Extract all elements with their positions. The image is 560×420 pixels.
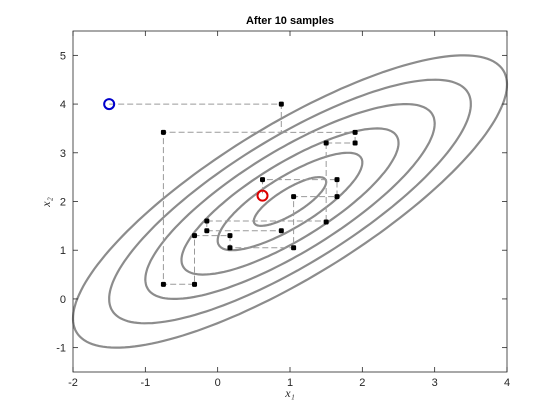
sample-point-19 xyxy=(352,129,358,135)
sample-point-3 xyxy=(160,281,166,287)
contour-ellipse-3 xyxy=(180,127,400,276)
y-tick-label-2: 1 xyxy=(60,245,66,257)
sample-point-6 xyxy=(204,218,210,224)
chart-title: After 10 samples xyxy=(246,15,334,27)
x-tick-label-2: 0 xyxy=(215,377,221,389)
sample-point-4 xyxy=(192,281,198,287)
y-tick-label-1: 0 xyxy=(60,294,66,306)
x-axis-label: x₁ xyxy=(284,386,295,400)
sample-point-12 xyxy=(291,194,297,200)
y-tick-label-0: -1 xyxy=(56,343,66,355)
points-layer xyxy=(103,98,358,287)
sample-point-13 xyxy=(334,194,340,200)
sample-point-5 xyxy=(192,233,198,239)
contour-ellipse-5 xyxy=(108,78,472,325)
x-tick-label-1: -1 xyxy=(140,377,150,389)
y-tick-label-6: 5 xyxy=(60,50,66,62)
contour-ellipse-1 xyxy=(252,175,328,228)
start-point-marker xyxy=(103,98,116,111)
tick-labels-layer: -2 -1 0 1 2 3 4 -1 0 1 2 3 4 5 xyxy=(56,50,510,389)
sample-point-17 xyxy=(323,140,329,146)
sample-point-7 xyxy=(204,228,210,234)
sample-point-15 xyxy=(260,177,266,183)
y-tick-label-3: 2 xyxy=(60,197,66,209)
sample-point-1 xyxy=(278,101,284,107)
sample-point-14 xyxy=(334,177,340,183)
sample-point-11 xyxy=(291,245,297,251)
y-axis-label: x₂ xyxy=(39,197,53,208)
contour-ellipse-4 xyxy=(144,102,436,300)
contours-layer xyxy=(71,54,509,349)
sample-point-16 xyxy=(323,219,329,225)
contour-ellipse-6 xyxy=(71,54,509,349)
contour-ellipse-2 xyxy=(216,151,364,252)
sample-point-9 xyxy=(227,233,233,239)
sample-point-2 xyxy=(160,129,166,135)
y-tick-label-4: 3 xyxy=(60,148,66,160)
mean-point-marker xyxy=(256,189,269,202)
sample-point-8 xyxy=(278,228,284,234)
y-tick-label-5: 4 xyxy=(60,99,66,111)
x-tick-label-0: -2 xyxy=(68,377,78,389)
plot-area-background xyxy=(73,31,507,372)
sample-point-18 xyxy=(352,140,358,146)
x-tick-label-6: 4 xyxy=(504,377,510,389)
sample-point-10 xyxy=(227,245,233,251)
x-tick-label-5: 3 xyxy=(432,377,438,389)
x-tick-label-4: 2 xyxy=(359,377,365,389)
ticks-layer xyxy=(72,31,508,372)
x-tick-label-3: 1 xyxy=(287,377,293,389)
